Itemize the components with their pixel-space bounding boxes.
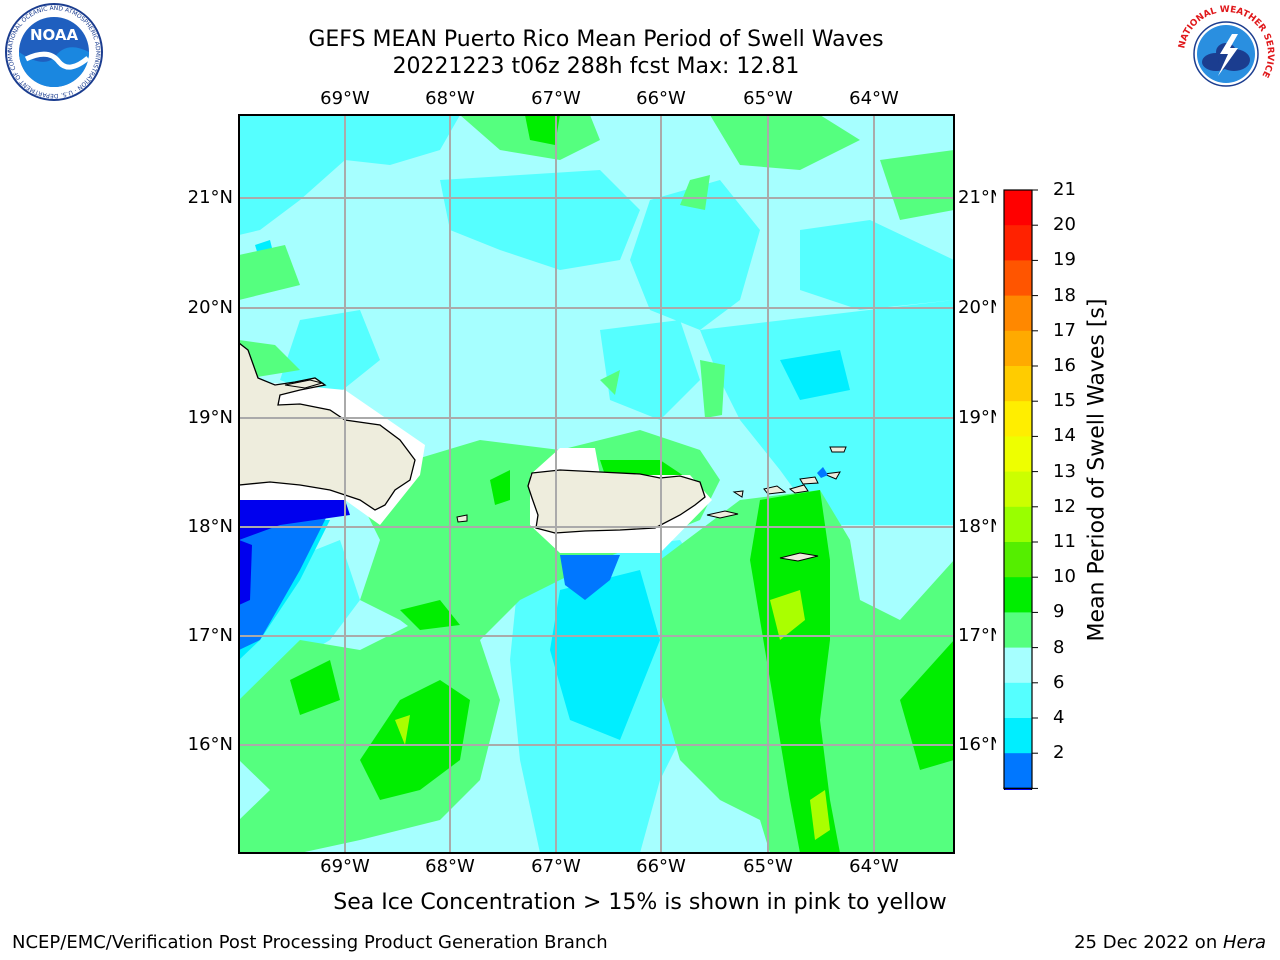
swell-period-11-13s-regions — [395, 590, 830, 840]
lon-label-bottom: 69°W — [320, 856, 370, 877]
colorbar-segment — [1004, 682, 1032, 719]
lat-label-left: 19°N — [187, 407, 233, 428]
colorbar-tick-label: 12 — [1053, 495, 1076, 517]
colorbar-frame — [1003, 189, 1033, 790]
sea-ice-note: Sea Ice Concentration > 15% is shown in … — [333, 890, 947, 915]
lat-label-left: 18°N — [187, 516, 233, 537]
small-blue-patch — [817, 467, 828, 478]
colorbar-tick-label: 6 — [1053, 671, 1065, 693]
lat-label-left: 21°N — [187, 187, 233, 208]
colorbar-segment — [1004, 260, 1032, 297]
colorbar-tick-label: 18 — [1053, 284, 1076, 306]
lon-label-bottom: 67°W — [531, 856, 581, 877]
colorbar-segment — [1004, 225, 1032, 261]
chart-title-line2: 20221223 t06z 288h fcst Max: 12.81 — [392, 54, 800, 79]
swell-period-10-11s-regions — [290, 115, 954, 853]
colorbar-tick-label: 8 — [1053, 636, 1065, 658]
footer-date: 25 Dec 2022 on Hera — [1074, 932, 1266, 953]
lat-label-left: 20°N — [187, 297, 233, 318]
colorbar-tick-label: 13 — [1053, 460, 1076, 482]
map-gridlines — [239, 115, 954, 853]
colorbar-segment — [1004, 577, 1032, 613]
colorbar-tick-label: 15 — [1053, 390, 1076, 412]
noaa-logo-text: NOAA — [30, 26, 79, 44]
colorbar-segment — [1004, 471, 1032, 508]
colorbar-tick-label: 16 — [1053, 355, 1076, 376]
colorbar-segment — [1004, 436, 1032, 473]
colorbar-segment — [1004, 647, 1032, 684]
lat-label-right: 20°N — [958, 297, 1004, 318]
lon-label-bottom: 65°W — [743, 856, 793, 877]
colorbar-segment — [1004, 401, 1032, 437]
chart-title-line1: GEFS MEAN Puerto Rico Mean Period of Swe… — [308, 27, 884, 52]
lat-label-right: 16°N — [958, 734, 1004, 755]
lon-label-bottom: 68°W — [425, 856, 475, 877]
colorbar-segment — [1004, 330, 1032, 367]
colorbar-tick-label: 19 — [1053, 249, 1076, 271]
lon-label-top: 64°W — [849, 88, 899, 109]
colorbar-tick-label: 21 — [1053, 179, 1076, 200]
colorbar-tick-label: 10 — [1053, 566, 1076, 588]
colorbar-segment — [1004, 506, 1032, 543]
footer-host: Hera — [1222, 932, 1266, 953]
lat-label-left: 16°N — [187, 734, 233, 755]
lat-label-right: 19°N — [958, 407, 1004, 428]
colorbar-tick-label: 17 — [1053, 319, 1076, 341]
colorbar-segment — [1004, 612, 1032, 649]
colorbar-tick-label: 9 — [1053, 601, 1065, 623]
lon-label-top: 66°W — [636, 88, 686, 109]
lon-label-top: 67°W — [531, 88, 581, 109]
colorbar-tick-label: 11 — [1053, 531, 1076, 552]
nws-logo: NATIONAL WEATHER SERVICE — [1177, 5, 1275, 102]
colorbar-segment — [1004, 753, 1032, 789]
lon-label-top: 65°W — [743, 88, 793, 109]
footer-date-text: 25 Dec 2022 on — [1074, 932, 1223, 953]
noaa-logo: NATIONAL OCEANIC AND ATMOSPHERIC ADMINIS… — [4, 2, 103, 101]
lat-label-right: 18°N — [958, 516, 1004, 537]
land-hispaniola — [238, 341, 416, 511]
lon-label-bottom: 64°W — [849, 856, 899, 877]
small-islands — [456, 446, 847, 562]
colorbar-segment — [1004, 718, 1032, 754]
colorbar-tick-label: 14 — [1053, 425, 1076, 447]
swell-period-below-2s-region — [239, 500, 350, 540]
colorbar-tick-label: 4 — [1053, 707, 1065, 728]
footer-credit: NCEP/EMC/Verification Post Processing Pr… — [12, 932, 608, 953]
land-tortuga — [284, 379, 324, 389]
lon-label-bottom: 66°W — [636, 856, 686, 877]
lon-label-top: 69°W — [320, 88, 370, 109]
swell-period-below-2s-strip — [239, 540, 252, 605]
lat-label-right: 21°N — [958, 187, 1004, 208]
map-frame — [238, 114, 955, 854]
colorbar-segment — [1004, 366, 1032, 402]
colorbar-tick-label: 2 — [1053, 742, 1065, 764]
swell-period-2-4s-region-west — [239, 510, 330, 650]
colorbar-tick-label: 20 — [1053, 214, 1076, 236]
colorbar-segment — [1004, 542, 1032, 578]
swell-period-2-4s-region-south-pr — [560, 555, 620, 600]
colorbar-segment — [1004, 295, 1032, 332]
colorbar-title: Mean Period of Swell Waves [s] — [1084, 298, 1110, 642]
lon-label-top: 68°W — [425, 88, 475, 109]
colorbar-bar — [996, 180, 1040, 790]
colorbar-segment — [1004, 190, 1032, 226]
lat-label-left: 17°N — [187, 625, 233, 646]
lat-label-right: 17°N — [958, 625, 1004, 646]
